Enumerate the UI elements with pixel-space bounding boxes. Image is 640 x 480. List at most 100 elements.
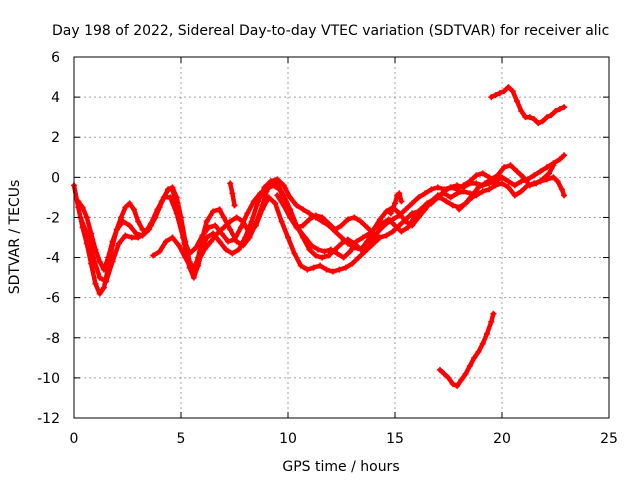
- data-point: [325, 252, 332, 259]
- data-point: [533, 180, 540, 187]
- data-point: [539, 176, 546, 183]
- data-point: [428, 200, 435, 207]
- data-point: [520, 174, 527, 181]
- data-point: [377, 216, 384, 223]
- data-point: [364, 238, 371, 245]
- data-point: [167, 194, 174, 201]
- data-point: [130, 206, 137, 213]
- data-point: [499, 180, 505, 187]
- data-point: [308, 242, 315, 249]
- data-point: [475, 348, 482, 355]
- data-point: [518, 188, 525, 195]
- data-point: [481, 180, 488, 187]
- data-point: [237, 224, 244, 231]
- data-point: [122, 232, 129, 239]
- data-point: [195, 258, 202, 265]
- data-point: [421, 204, 428, 211]
- data-point: [188, 266, 195, 273]
- y-axis: -12 -10 -8 -6 -4 -2 0 2 4 6: [37, 50, 609, 427]
- data-point: [120, 218, 127, 225]
- data-point: [327, 246, 334, 253]
- data-point: [531, 116, 538, 123]
- data-point: [282, 198, 289, 205]
- data-point: [321, 248, 328, 255]
- data-point: [496, 90, 503, 97]
- data-point: [192, 244, 199, 251]
- data-point: [280, 182, 287, 189]
- data-point: [454, 382, 461, 389]
- data-point: [319, 254, 326, 261]
- data-point: [353, 238, 360, 245]
- data-point: [537, 168, 544, 175]
- x-tick-label: 15: [386, 431, 404, 447]
- data-point: [235, 246, 242, 253]
- data-point: [385, 216, 392, 223]
- data-point: [287, 214, 294, 221]
- data-point: [216, 206, 223, 213]
- data-point: [447, 194, 454, 201]
- data-point: [175, 242, 182, 249]
- data-point: [449, 202, 456, 209]
- data-point: [488, 318, 495, 325]
- data-point: [109, 258, 116, 265]
- data-point: [160, 194, 167, 201]
- data-point: [285, 234, 291, 241]
- data-point: [156, 248, 163, 255]
- data-point: [169, 234, 176, 241]
- data-point: [501, 164, 508, 171]
- data-point: [387, 210, 394, 217]
- data-point: [458, 376, 465, 383]
- data-point: [118, 214, 125, 221]
- data-point: [113, 226, 120, 233]
- data-series: [71, 84, 568, 389]
- data-point: [479, 170, 486, 177]
- data-point: [411, 214, 418, 221]
- data-point: [383, 208, 390, 215]
- data-point: [304, 266, 311, 273]
- data-point: [340, 254, 347, 261]
- data-point: [499, 174, 505, 181]
- data-point: [154, 206, 161, 213]
- data-point: [402, 206, 409, 213]
- data-point: [225, 238, 232, 245]
- data-point: [182, 254, 189, 261]
- data-point: [96, 290, 103, 297]
- data-point: [546, 170, 553, 177]
- data-point: [252, 222, 259, 229]
- y-tick-label: 0: [51, 170, 60, 186]
- data-point: [501, 88, 508, 95]
- data-point: [190, 274, 197, 281]
- data-point: [494, 172, 501, 179]
- data-point: [75, 198, 82, 205]
- data-point: [139, 226, 146, 233]
- y-tick-label: 4: [51, 90, 60, 106]
- data-point: [526, 114, 533, 121]
- data-point: [105, 254, 112, 261]
- data-point: [186, 250, 193, 257]
- data-point: [306, 216, 313, 223]
- data-point: [83, 214, 90, 221]
- data-point: [293, 202, 300, 209]
- data-point: [240, 218, 247, 225]
- data-point: [415, 194, 422, 201]
- data-point: [103, 278, 110, 285]
- data-point: [242, 234, 249, 241]
- data-point: [364, 224, 371, 231]
- data-point: [550, 162, 557, 169]
- data-point: [436, 366, 443, 373]
- x-axis: 0 5 10 15 20 25: [70, 57, 618, 447]
- data-point: [207, 238, 214, 245]
- data-point: [456, 206, 463, 213]
- y-tick-label: -12: [37, 411, 60, 427]
- data-point: [214, 230, 221, 237]
- data-point: [150, 252, 157, 259]
- data-point: [342, 264, 349, 271]
- data-point: [543, 164, 550, 171]
- data-point: [297, 262, 304, 269]
- data-point: [398, 198, 405, 205]
- data-point: [338, 240, 345, 247]
- data-point: [469, 192, 476, 199]
- data-point: [323, 266, 330, 273]
- y-tick-label: -2: [46, 210, 60, 226]
